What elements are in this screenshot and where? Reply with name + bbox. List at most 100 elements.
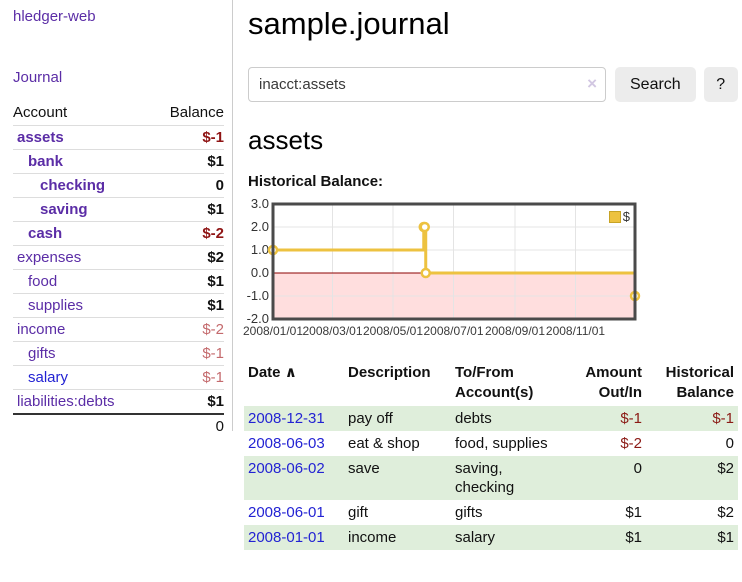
sidebar: hledger-web Journal Account Balance asse… xyxy=(0,0,233,435)
y-tick-label: -1.0 xyxy=(246,288,269,303)
transaction-row: 2008-06-03 eat & shop food, supplies $-2… xyxy=(244,431,738,456)
chart-legend: $ xyxy=(608,209,630,224)
account-link-salary[interactable]: salary xyxy=(28,369,69,386)
account-balance: $1 xyxy=(207,297,224,314)
register-header-row: Date ∧ Description To/From Account(s) Am… xyxy=(244,360,738,406)
chart-plot-area: $ xyxy=(267,202,641,321)
transaction-row: 2008-12-31 pay off debts $-1 $-1 xyxy=(244,406,738,431)
y-tick-label: 2.0 xyxy=(250,219,269,234)
transaction-date-link[interactable]: 2008-06-01 xyxy=(248,504,325,521)
transaction-accounts: gifts xyxy=(455,504,483,521)
x-tick-label: 2008/05/01 xyxy=(362,324,424,338)
search-box: × xyxy=(248,67,606,102)
date-header-label: Date xyxy=(248,364,281,381)
account-row: liabilities:debts $1 xyxy=(13,389,224,415)
transaction-balance: $-1 xyxy=(712,410,734,427)
transaction-balance: $2 xyxy=(717,504,734,521)
historical-balance-chart: 3.0 2.0 1.0 0.0 -1.0 -2.0 $ 2008/01/01 2008/03… xyxy=(243,196,742,342)
account-link-supplies[interactable]: supplies xyxy=(28,297,84,314)
sort-ascending-icon: ∧ xyxy=(284,364,297,381)
account-link-gifts[interactable]: gifts xyxy=(28,345,56,362)
account-balance: $1 xyxy=(207,201,224,218)
transaction-description: income xyxy=(348,529,397,546)
account-heading: assets xyxy=(248,125,324,155)
account-link-liabilities-debts[interactable]: liabilities:debts xyxy=(17,393,115,410)
transaction-balance: 0 xyxy=(725,435,734,452)
account-link-saving[interactable]: saving xyxy=(40,201,88,218)
brand-link[interactable]: hledger-web xyxy=(13,8,96,25)
transaction-amount: $-1 xyxy=(620,410,642,427)
transaction-balance: $2 xyxy=(717,460,734,477)
transaction-date-link[interactable]: 2008-06-03 xyxy=(248,435,325,452)
account-link-assets[interactable]: assets xyxy=(17,129,64,146)
transaction-amount: $-2 xyxy=(620,435,642,452)
account-balance: $1 xyxy=(207,393,224,410)
y-tick-label: 0.0 xyxy=(250,265,269,280)
y-tick-label: 3.0 xyxy=(250,196,269,211)
account-link-cash[interactable]: cash xyxy=(28,225,63,242)
x-tick-label: 2008/09/01 xyxy=(484,324,546,338)
account-balance: $-1 xyxy=(202,129,224,146)
transaction-accounts: debts xyxy=(455,410,492,427)
help-button[interactable]: ? xyxy=(703,67,738,102)
account-link-bank[interactable]: bank xyxy=(28,153,64,170)
transaction-row: 2008-06-01 gift gifts $1 $2 xyxy=(244,500,738,525)
account-balance: $-1 xyxy=(202,345,224,362)
clear-search-icon[interactable]: × xyxy=(587,74,597,93)
account-row: supplies $1 xyxy=(13,293,224,318)
transaction-amount: 0 xyxy=(633,460,642,477)
transaction-date-link[interactable]: 2008-01-01 xyxy=(248,529,325,546)
register-header-date[interactable]: Date ∧ xyxy=(244,360,344,406)
chart-x-axis: 2008/01/01 2008/03/01 2008/05/01 2008/07/01… xyxy=(243,324,635,340)
account-row: expenses $2 xyxy=(13,245,224,270)
search-form: × Search ? xyxy=(248,67,742,102)
chart-y-axis: 3.0 2.0 1.0 0.0 -1.0 -2.0 xyxy=(246,196,269,326)
chart-canvas xyxy=(267,202,641,321)
y-tick-label: -2.0 xyxy=(246,311,269,326)
account-row: cash $-2 xyxy=(13,221,224,246)
transaction-description: gift xyxy=(348,504,369,521)
sidebar-item-journal[interactable]: Journal xyxy=(13,69,63,86)
transaction-description: save xyxy=(348,460,380,477)
register-header-accounts: To/From Account(s) xyxy=(455,364,534,401)
transaction-accounts: saving, checking xyxy=(455,460,515,496)
account-balance: $2 xyxy=(207,249,224,266)
account-link-income[interactable]: income xyxy=(17,321,66,338)
accounts-table: Account Balance assets $-1 bank $1 checkin… xyxy=(13,102,224,438)
transaction-date-link[interactable]: 2008-06-02 xyxy=(248,460,325,477)
account-row: bank $1 xyxy=(13,149,224,174)
transaction-description: pay off xyxy=(348,410,393,427)
series-label: $ xyxy=(622,209,630,224)
x-tick-label: 2008/01/01 xyxy=(242,324,304,338)
register-table: Date ∧ Description To/From Account(s) Am… xyxy=(244,360,738,550)
account-row: saving $1 xyxy=(13,197,224,222)
accounts-header-balance: Balance xyxy=(169,104,224,121)
account-balance: $-1 xyxy=(202,369,224,386)
search-button[interactable]: Search xyxy=(615,67,696,102)
main-content: sample.journal × Search ? assets Histori… xyxy=(233,0,742,582)
account-link-checking[interactable]: checking xyxy=(40,177,106,194)
register-header-description: Description xyxy=(348,364,431,381)
x-tick-label: 2008/03/01 xyxy=(302,324,363,338)
search-input[interactable] xyxy=(248,67,606,102)
page-title: sample.journal xyxy=(248,6,450,41)
chart-title: Historical Balance: xyxy=(248,173,384,190)
accounts-total-row: 0 xyxy=(13,414,224,438)
transaction-row: 2008-06-02 save saving, checking 0 $2 xyxy=(244,456,738,500)
account-link-food[interactable]: food xyxy=(28,273,58,290)
transaction-row: 2008-01-01 income salary $1 $1 xyxy=(244,525,738,550)
account-balance: $1 xyxy=(207,273,224,290)
transaction-accounts: food, supplies xyxy=(455,435,548,452)
transaction-date-link[interactable]: 2008-12-31 xyxy=(248,410,325,427)
x-tick-label: 2008/07/01 xyxy=(423,324,484,338)
account-row: income $-2 xyxy=(13,317,224,342)
transaction-accounts: salary xyxy=(455,529,496,546)
account-row: salary $-1 xyxy=(13,365,224,390)
register-header-balance: Historical Balance xyxy=(665,364,734,401)
transaction-description: eat & shop xyxy=(348,435,420,452)
accounts-total-value: 0 xyxy=(215,418,224,435)
transaction-amount: $1 xyxy=(625,529,642,546)
account-link-expenses[interactable]: expenses xyxy=(17,249,82,266)
account-balance: 0 xyxy=(215,177,224,194)
y-tick-label: 1.0 xyxy=(250,242,269,257)
